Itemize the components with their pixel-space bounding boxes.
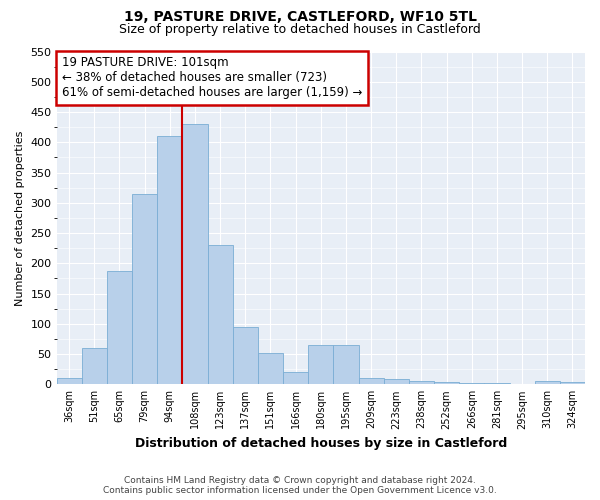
Bar <box>208 245 233 384</box>
Bar <box>258 353 283 384</box>
Bar <box>359 378 383 384</box>
Bar <box>157 136 182 384</box>
Text: 19 PASTURE DRIVE: 101sqm
← 38% of detached houses are smaller (723)
61% of semi-: 19 PASTURE DRIVE: 101sqm ← 38% of detach… <box>62 56 362 100</box>
Text: 19, PASTURE DRIVE, CASTLEFORD, WF10 5TL: 19, PASTURE DRIVE, CASTLEFORD, WF10 5TL <box>124 10 476 24</box>
Bar <box>107 270 132 384</box>
Bar <box>535 382 560 384</box>
Bar <box>308 345 334 385</box>
Y-axis label: Number of detached properties: Number of detached properties <box>15 130 25 306</box>
Bar <box>383 380 409 384</box>
Bar <box>283 372 308 384</box>
Bar <box>409 382 434 384</box>
Bar <box>434 382 459 384</box>
Text: Contains HM Land Registry data © Crown copyright and database right 2024.
Contai: Contains HM Land Registry data © Crown c… <box>103 476 497 495</box>
Bar <box>182 124 208 384</box>
Bar <box>56 378 82 384</box>
Bar <box>484 383 509 384</box>
Text: Size of property relative to detached houses in Castleford: Size of property relative to detached ho… <box>119 22 481 36</box>
Bar <box>233 327 258 384</box>
X-axis label: Distribution of detached houses by size in Castleford: Distribution of detached houses by size … <box>134 437 507 450</box>
Bar <box>132 194 157 384</box>
Bar <box>459 383 484 384</box>
Bar <box>334 345 359 385</box>
Bar <box>560 382 585 384</box>
Bar <box>82 348 107 385</box>
